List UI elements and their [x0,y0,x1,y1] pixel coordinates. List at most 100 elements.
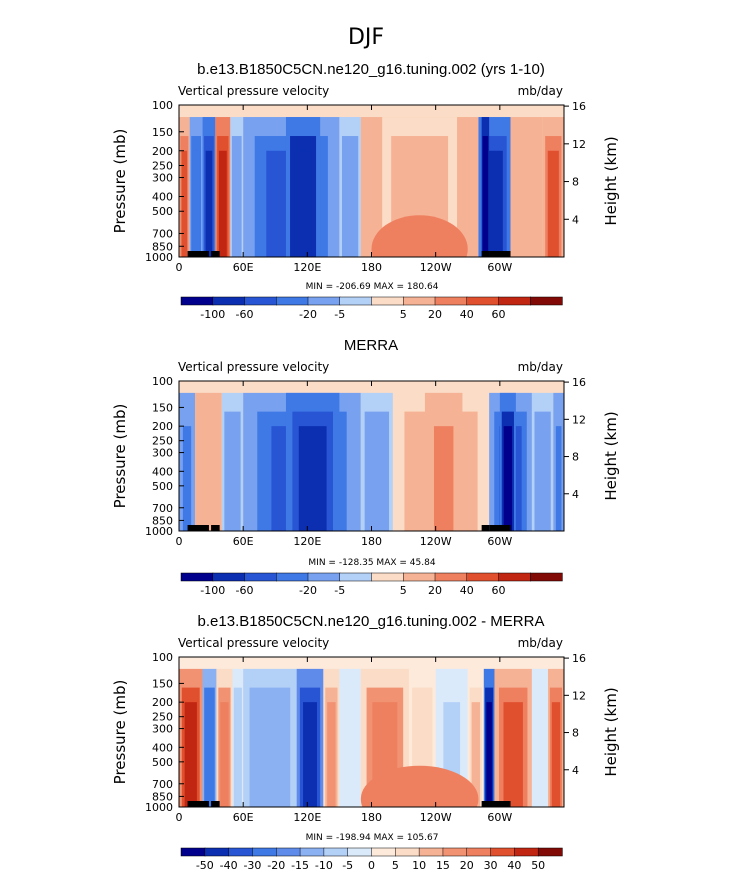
colorbar-swatch [371,847,396,857]
y-tick-label: 150 [152,401,173,414]
panel-model: b.e13.B1850C5CN.ne120_g16.tuning.002 (yr… [111,61,620,321]
panel-merra: MERRA Vertical pressure velocity mb/day … [111,337,620,597]
contour-band [201,426,216,531]
contour-band [233,150,241,257]
y-tick-label: 150 [152,126,173,139]
colorbar-label: -40 [220,859,238,872]
colorbar-swatch [307,572,341,582]
colorbar-label: -15 [291,859,309,872]
contour-band [486,702,492,807]
min-max-stats: MIN = -128.35 MAX = 45.84 [308,558,435,568]
colorbar-swatch [442,847,468,857]
contour-field [179,657,564,807]
colorbar-label: -60 [236,584,254,597]
units-label: mb/day [518,84,563,98]
variable-label: Vertical pressure velocity [178,636,329,650]
colorbar-swatch [307,296,341,306]
colorbar-swatch [530,572,563,582]
y-tick-label: 700 [152,227,173,240]
y-tick-label: 300 [152,723,173,736]
colorbar-label: 60 [492,584,506,597]
y-tick-label: 300 [152,447,173,460]
contour-blob [371,215,468,257]
panel-title: b.e13.B1850C5CN.ne120_g16.tuning.002 - M… [198,613,545,630]
units-label: mb/day [518,360,563,374]
x-tick-label: 0 [176,811,183,824]
y2-tick-label: 8 [572,176,579,189]
y-tick-label: 850 [152,790,173,803]
contour-band [205,150,213,257]
contour-band [537,426,549,531]
colorbar-swatch [498,296,531,306]
colorbar-swatch [466,296,500,306]
colorbar-swatch [276,296,309,306]
colorbar-swatch [537,847,563,857]
x-tick-label: 120E [293,261,321,274]
y2-axis-label: Height (km) [602,411,620,500]
y-tick-label: 500 [152,205,173,218]
colorbar-label: -100 [200,308,225,321]
contour-band [205,702,214,807]
colorbar-swatch [403,296,436,306]
y-tick-label: 850 [152,240,173,253]
x-tick-label: 120W [420,535,452,548]
colorbar-label: -10 [315,859,333,872]
colorbar-swatch [339,572,373,582]
x-tick-label: 60E [233,811,254,824]
contour-band [184,702,197,807]
contour-band [486,150,503,257]
y-tick-label: 100 [152,375,173,388]
y2-tick-label: 12 [572,138,586,151]
contour-band [256,702,284,807]
colorbar-label: -20 [299,308,317,321]
y-tick-label: 150 [152,677,173,690]
y2-tick-label: 16 [572,376,586,389]
colorbar-label: 20 [460,859,474,872]
y-axis-label: Pressure (mb) [111,129,129,234]
contour-band [433,426,454,531]
colorbar-label: -5 [342,859,353,872]
min-max-stats: MIN = -198.94 MAX = 105.67 [306,833,439,843]
y-tick-label: 400 [152,465,173,478]
topography [211,801,220,807]
colorbar-swatch [490,847,516,857]
colorbar-label: 0 [368,859,375,872]
y2-tick-label: 4 [572,764,579,777]
colorbar-swatch [395,847,420,857]
x-tick-label: 60W [487,535,512,548]
contour-band [226,426,239,531]
y-tick-label: 400 [152,191,173,204]
y2-tick-label: 8 [572,451,579,464]
colorbar-label: -20 [267,859,285,872]
x-tick-label: 120E [293,811,321,824]
y-tick-label: 200 [152,420,173,433]
colorbar-label: -5 [334,584,345,597]
y-tick-label: 250 [152,159,173,172]
colorbar-swatch [418,847,444,857]
colorbar-swatch [212,296,246,306]
contour-band [182,426,192,531]
colorbar-swatch [252,847,277,857]
colorbar-label: -30 [243,859,261,872]
units-label: mb/day [518,636,563,650]
colorbar: -50 -40 -30 -20 -15 -10 -5 0 5 10 15 20 30 40 50 [180,847,563,872]
y-tick-label: 700 [152,778,173,791]
y-tick-label: 1000 [145,801,173,814]
colorbar-label: 50 [531,859,545,872]
x-tick-label: 60W [487,261,512,274]
colorbar-label: -5 [334,308,345,321]
variable-label: Vertical pressure velocity [178,84,329,98]
topography [187,525,209,531]
contour-band [235,702,241,807]
colorbar-swatch [228,847,254,857]
colorbar: -100 -60 -20 -5 5 20 40 60 [180,296,563,321]
contour-field [179,105,564,257]
x-tick-label: 60E [233,261,254,274]
colorbar-swatch [466,847,492,857]
y2-tick-label: 4 [572,488,579,501]
colorbar-swatch [434,572,468,582]
colorbar-swatch [180,847,206,857]
contour-band [547,150,559,257]
y2-tick-label: 12 [572,689,586,702]
